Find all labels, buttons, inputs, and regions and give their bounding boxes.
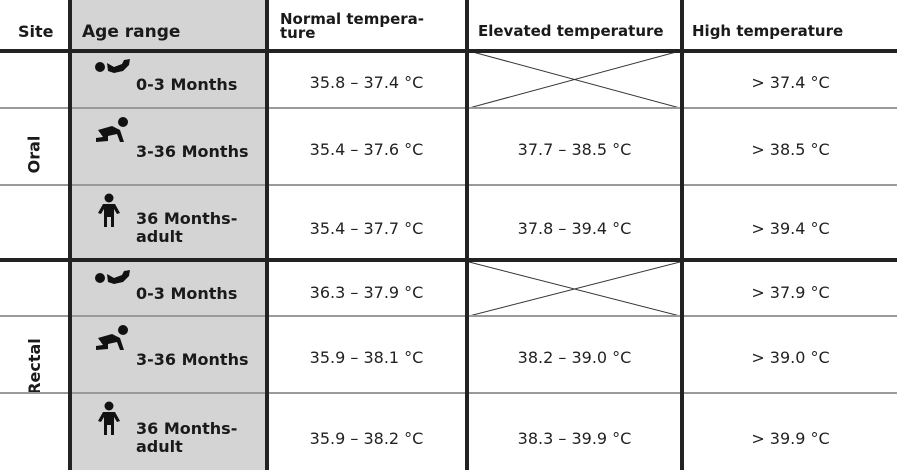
normal-temperature-cell: 35.9 – 38.1 °C [309,348,424,367]
header-high: High temperature [692,22,844,40]
age-column-background [70,0,267,470]
normal-temperature-cell: 35.4 – 37.7 °C [309,219,424,238]
high-temperature-cell: > 39.4 °C [751,219,830,238]
header-site: Site [18,22,54,41]
normal-temperature-cell: 35.8 – 37.4 °C [309,73,424,92]
age-range-cell: 36 Months- adult [74,185,264,258]
row-divider [0,315,897,317]
site-label-oral: Oral [24,135,44,174]
elevated-temperature-cell: 37.8 – 39.4 °C [517,219,632,238]
column-divider [465,0,469,470]
not-applicable-cross [469,262,680,316]
header-age-range: Age range [82,22,181,42]
high-temperature-cell: > 37.9 °C [751,282,830,302]
header-elevated: Elevated temperature [478,22,664,40]
age-range-cell: 3-36 Months [74,316,264,393]
row-divider [0,107,897,109]
row-divider [0,392,897,394]
high-temperature-cell: > 39.9 °C [751,429,830,448]
high-temperature-cell: > 38.5 °C [751,140,830,159]
normal-temperature-cell: 35.9 – 38.2 °C [309,429,424,448]
age-range-cell: 3-36 Months [74,108,264,185]
site-label-rectal: Rectal [24,337,44,395]
header-normal: Normal tempera- ture [280,10,425,42]
site-divider [0,258,897,262]
high-temperature-cell: > 37.4 °C [751,73,830,92]
row-divider [0,184,897,186]
age-range-cell: 0-3 Months [74,51,264,108]
elevated-temperature-cell: 38.3 – 39.9 °C [517,429,632,448]
header-divider [0,49,897,53]
age-range-cell: 0-3 Months [74,262,264,316]
age-range-cell: 36 Months- adult [74,393,264,470]
high-temperature-cell: > 39.0 °C [751,348,830,367]
not-applicable-cross [469,51,680,108]
elevated-temperature-cell: 38.2 – 39.0 °C [517,348,632,367]
column-divider [68,0,72,470]
normal-temperature-cell: 35.4 – 37.6 °C [309,140,424,159]
column-divider [680,0,684,470]
normal-temperature-cell: 36.3 – 37.9 °C [309,282,424,302]
elevated-temperature-cell: 37.7 – 38.5 °C [517,140,632,159]
column-divider [265,0,269,470]
